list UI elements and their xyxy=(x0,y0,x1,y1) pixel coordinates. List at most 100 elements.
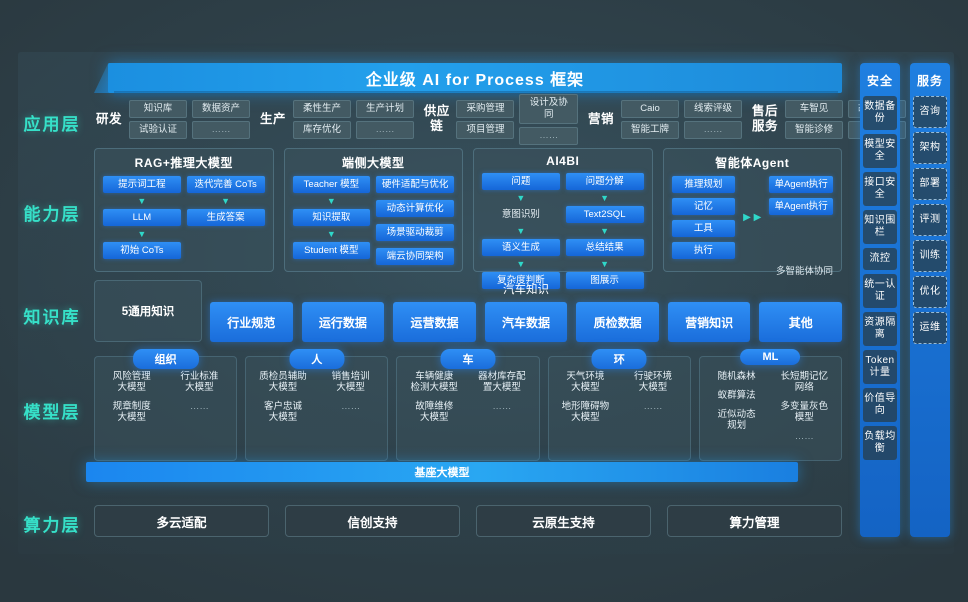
model-item[interactable]: 随机森林 xyxy=(717,371,756,382)
model-item[interactable]: …… xyxy=(492,401,512,412)
service-item[interactable]: 部署 xyxy=(913,168,947,200)
app-chip[interactable]: 知识库 xyxy=(129,99,187,118)
model-group-pill[interactable]: 车 xyxy=(440,349,496,369)
capability-node[interactable]: LLM xyxy=(103,209,181,226)
model-item[interactable]: 器材库存配 置大模型 xyxy=(478,371,526,393)
compute-chip[interactable]: 信创支持 xyxy=(285,505,460,537)
security-item[interactable]: 数据备份 xyxy=(863,96,897,130)
app-chip[interactable]: 智能工牌 xyxy=(621,120,679,139)
compute-chip[interactable]: 算力管理 xyxy=(667,505,842,537)
service-item[interactable]: 运维 xyxy=(913,312,947,344)
app-chip[interactable]: 项目管理 xyxy=(456,120,515,139)
capability-node[interactable]: 执行 xyxy=(671,242,736,259)
model-item[interactable]: 规章制度 大模型 xyxy=(112,401,151,423)
security-item[interactable]: 接口安全 xyxy=(863,172,897,206)
model-item[interactable]: 多变量灰色 模型 xyxy=(780,401,828,423)
model-item[interactable]: 质检员辅助 大模型 xyxy=(259,371,307,393)
security-item[interactable]: 负载均衡 xyxy=(863,426,897,460)
app-chip[interactable]: 生产计划 xyxy=(356,99,414,118)
capability-node[interactable]: 推理规划 xyxy=(671,176,736,193)
model-item[interactable]: 地形障碍物 大模型 xyxy=(561,401,610,423)
capability-node[interactable]: 硬件适配与优化 xyxy=(376,176,454,193)
model-item[interactable]: 天气环境 大模型 xyxy=(566,371,605,393)
model-item[interactable]: 蚁群算法 xyxy=(717,390,756,401)
app-chip[interactable]: 库存优化 xyxy=(293,120,351,139)
app-chip[interactable]: 设计及协同 xyxy=(519,93,578,124)
app-chip[interactable]: 数据资产 xyxy=(192,99,250,118)
security-item[interactable]: 价值导向 xyxy=(863,388,897,422)
model-group-pill[interactable]: 环 xyxy=(591,349,647,369)
model-item[interactable]: …… xyxy=(189,401,209,412)
model-item[interactable]: 故障维修 大模型 xyxy=(415,401,454,423)
capability-node[interactable]: 初始 CoTs xyxy=(103,242,181,259)
capability-node[interactable]: 图展示 xyxy=(565,272,644,289)
service-item[interactable]: 架构 xyxy=(913,132,947,164)
security-item[interactable]: 知识围栏 xyxy=(863,210,897,244)
capability-node[interactable]: Text2SQL xyxy=(565,206,644,223)
knowledge-chip[interactable]: 其他 xyxy=(759,302,843,342)
capability-node[interactable]: 生成答案 xyxy=(186,209,265,226)
model-item[interactable]: 车辆健康 检测大模型 xyxy=(410,371,458,393)
model-item[interactable]: 近似动态 规划 xyxy=(717,409,756,431)
model-item[interactable]: 行业标准 大模型 xyxy=(180,371,219,393)
model-item[interactable]: 长短期记忆 网络 xyxy=(780,371,828,393)
capability-node[interactable]: 单Agent执行 xyxy=(769,198,833,215)
knowledge-chip[interactable]: 运营数据 xyxy=(393,302,476,342)
capability-node[interactable]: 记忆 xyxy=(671,198,736,215)
knowledge-chip[interactable]: 质检数据 xyxy=(576,302,659,342)
model-group-pill[interactable]: 人 xyxy=(289,349,345,369)
capability-node[interactable]: 动态计算优化 xyxy=(376,200,454,217)
app-chip[interactable]: …… xyxy=(192,120,250,139)
capability-node[interactable]: 语义生成 xyxy=(482,239,560,256)
security-item[interactable]: Token计量 xyxy=(863,350,897,384)
model-item[interactable]: 行驶环境 大模型 xyxy=(634,371,673,393)
capability-node[interactable]: 场景驱动裁剪 xyxy=(376,224,454,241)
app-chip[interactable]: 采购管理 xyxy=(456,99,515,118)
capability-node[interactable]: 工具 xyxy=(671,220,736,237)
capability-node[interactable]: 端云协同架构 xyxy=(376,248,454,265)
knowledge-chip[interactable]: 运行数据 xyxy=(301,302,385,342)
capability-node[interactable]: 总结结果 xyxy=(565,239,644,256)
capability-node[interactable]: 单Agent执行 xyxy=(769,176,833,193)
model-item[interactable]: …… xyxy=(341,401,361,412)
service-item[interactable]: 咨询 xyxy=(913,96,947,128)
knowledge-chip[interactable]: 行业规范 xyxy=(210,302,293,342)
app-chip[interactable]: 线索评级 xyxy=(684,99,742,118)
compute-chip[interactable]: 多云适配 xyxy=(94,505,269,537)
compute-chip[interactable]: 云原生支持 xyxy=(476,505,651,537)
model-item[interactable]: …… xyxy=(794,431,814,442)
security-item[interactable]: 资源隔离 xyxy=(863,312,897,346)
model-item[interactable]: 风险管理 大模型 xyxy=(112,371,151,393)
capability-node[interactable]: 知识提取 xyxy=(292,209,371,226)
knowledge-chip[interactable]: 营销知识 xyxy=(667,302,751,342)
capability-node[interactable]: 问题 xyxy=(482,173,560,190)
capability-node[interactable]: 问题分解 xyxy=(565,173,644,190)
security-item[interactable]: 流控 xyxy=(863,248,897,270)
app-chip[interactable]: 车智见 xyxy=(785,99,843,118)
app-chip[interactable]: …… xyxy=(519,126,578,145)
app-chip[interactable]: …… xyxy=(356,120,414,139)
capability-node[interactable]: 复杂度判断 xyxy=(482,272,560,289)
capability-node[interactable]: Student 模型 xyxy=(292,242,371,259)
model-group-pill[interactable]: ML xyxy=(740,349,801,365)
security-item[interactable]: 模型安全 xyxy=(863,134,897,168)
service-item[interactable]: 优化 xyxy=(913,276,947,308)
security-item[interactable]: 统一认证 xyxy=(863,274,897,308)
app-chip[interactable]: 柔性生产 xyxy=(293,99,351,118)
service-item[interactable]: 训练 xyxy=(913,240,947,272)
app-chip[interactable]: 智能诊修 xyxy=(785,120,843,139)
capability-node[interactable]: Teacher 模型 xyxy=(292,176,371,193)
general-knowledge-box[interactable]: 5通用知识 xyxy=(94,280,202,342)
app-chip[interactable]: 试验认证 xyxy=(129,120,187,139)
model-item[interactable]: 客户忠诚 大模型 xyxy=(264,401,303,423)
app-chip[interactable]: Caio xyxy=(621,99,679,118)
capability-node[interactable]: 意图识别 xyxy=(501,209,540,220)
app-chip[interactable]: …… xyxy=(684,120,742,139)
knowledge-chip[interactable]: 汽车数据 xyxy=(484,302,568,342)
capability-node[interactable]: 迭代完善 CoTs xyxy=(186,176,265,193)
model-group-pill[interactable]: 组织 xyxy=(132,349,199,369)
capability-node[interactable]: 提示词工程 xyxy=(103,176,181,193)
model-item[interactable]: 销售培训 大模型 xyxy=(331,371,370,393)
service-item[interactable]: 评测 xyxy=(913,204,947,236)
model-item[interactable]: …… xyxy=(643,401,663,412)
